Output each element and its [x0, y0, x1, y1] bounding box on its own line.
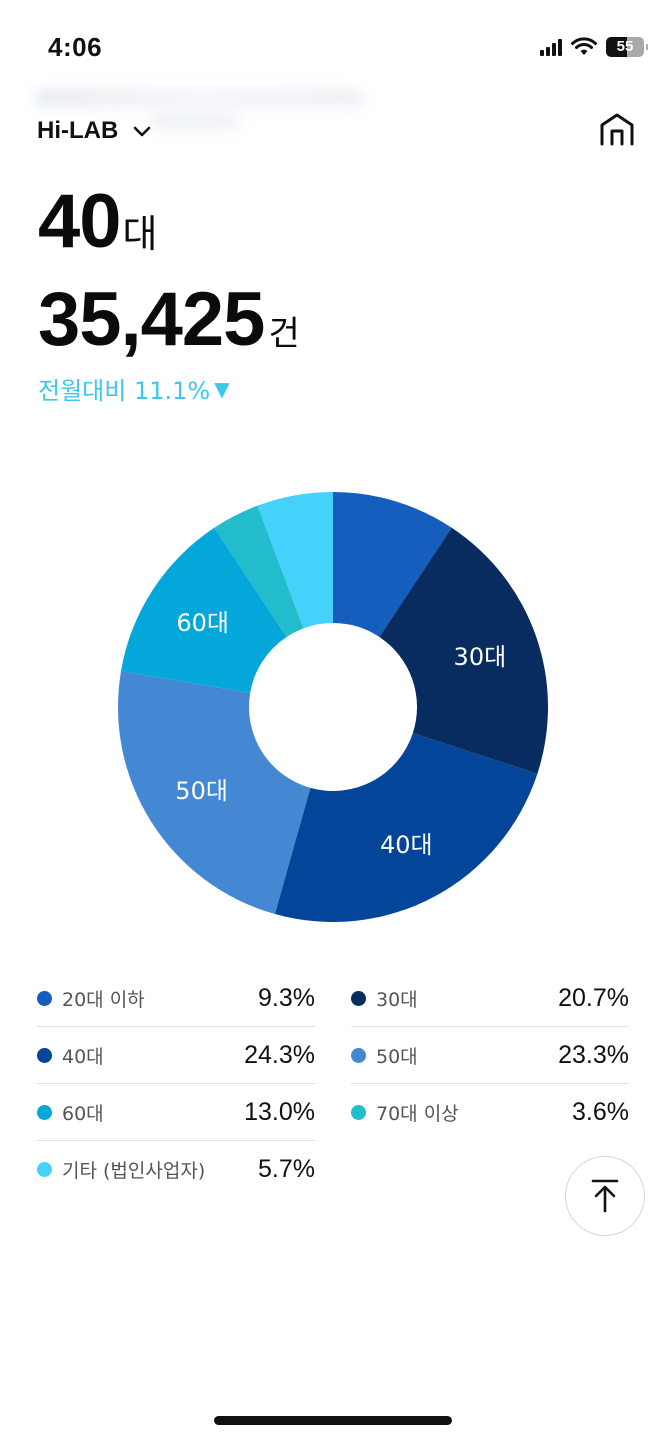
slice-label: 30대: [454, 643, 507, 671]
month-over-month: 전월대비 11.1% ▼: [38, 371, 230, 406]
blurred-banner-secondary: [150, 112, 240, 130]
arrow-up-icon: [591, 1179, 619, 1213]
donut-slice[interactable]: [379, 527, 548, 774]
legend-item: 20대 이하 9.3%: [37, 970, 315, 1027]
legend-swatch: [37, 1047, 52, 1063]
blurred-banner: [34, 88, 364, 108]
slice-label: 40대: [380, 831, 433, 859]
legend-label: 30대: [376, 988, 418, 1011]
selected-age-group: 40대: [38, 178, 158, 265]
legend-label: 기타 (법인사업자): [62, 1160, 206, 1182]
count-number: 35,425: [38, 277, 265, 362]
transaction-count: 35,425 건: [38, 276, 300, 363]
age-donut-chart: 30대 40대 50대 60대: [117, 492, 548, 922]
slice-label: 60대: [176, 609, 229, 637]
legend-value: 3.6%: [572, 1098, 629, 1126]
legend-label: 50대: [376, 1045, 418, 1068]
status-icons: 55: [540, 37, 648, 57]
legend-swatch: [37, 990, 52, 1006]
legend-item: 30대 20.7%: [351, 970, 629, 1027]
legend-item: 40대 24.3%: [37, 1027, 315, 1084]
legend-item: 70대 이상 3.6%: [351, 1084, 629, 1141]
legend-item: 60대 13.0%: [37, 1084, 315, 1141]
age-number: 40: [38, 179, 122, 264]
wifi-icon: [571, 37, 597, 55]
legend-value: 13.0%: [244, 1097, 315, 1126]
brand-selector[interactable]: Hi-LAB: [37, 117, 152, 145]
status-time: 4:06: [48, 32, 103, 62]
legend-label: 40대: [62, 1045, 104, 1068]
donut-slice[interactable]: [333, 492, 452, 637]
legend-swatch: [351, 1105, 366, 1120]
legend-value: 24.3%: [244, 1040, 315, 1069]
chevron-down-icon: [134, 126, 151, 137]
mom-label: 전월대비 11.1%: [38, 377, 211, 405]
legend-label: 20대 이하: [62, 988, 145, 1011]
signal-icon: [540, 38, 562, 56]
donut-slice[interactable]: [117, 670, 311, 915]
legend-value: 20.7%: [558, 983, 629, 1012]
trend-down-icon: ▼: [214, 376, 230, 401]
legend-value: 5.7%: [258, 1155, 315, 1183]
legend-item: 기타 (법인사업자) 5.7%: [37, 1141, 315, 1198]
legend-label: 70대 이상: [376, 1103, 459, 1125]
legend-swatch: [351, 1047, 366, 1063]
donut-slice[interactable]: [274, 733, 538, 922]
legend-swatch: [37, 1162, 52, 1177]
legend-value: 9.3%: [258, 983, 315, 1012]
scroll-top-button[interactable]: [565, 1156, 645, 1236]
legend-value: 23.3%: [558, 1040, 629, 1069]
home-indicator: [214, 1416, 452, 1425]
legend-swatch: [37, 1104, 52, 1120]
count-unit: 건: [268, 315, 300, 353]
battery-icon: 55: [606, 37, 648, 57]
legend-swatch: [351, 990, 366, 1006]
home-icon[interactable]: [597, 110, 637, 150]
brand-title: Hi-LAB: [37, 117, 119, 144]
donut-slice[interactable]: [214, 505, 304, 637]
legend-label: 60대: [62, 1102, 104, 1125]
age-unit: 대: [122, 214, 158, 256]
donut-slice[interactable]: [257, 492, 333, 629]
slice-label: 50대: [175, 777, 228, 805]
legend-item: 50대 23.3%: [351, 1027, 629, 1084]
donut-slice[interactable]: [121, 527, 287, 693]
